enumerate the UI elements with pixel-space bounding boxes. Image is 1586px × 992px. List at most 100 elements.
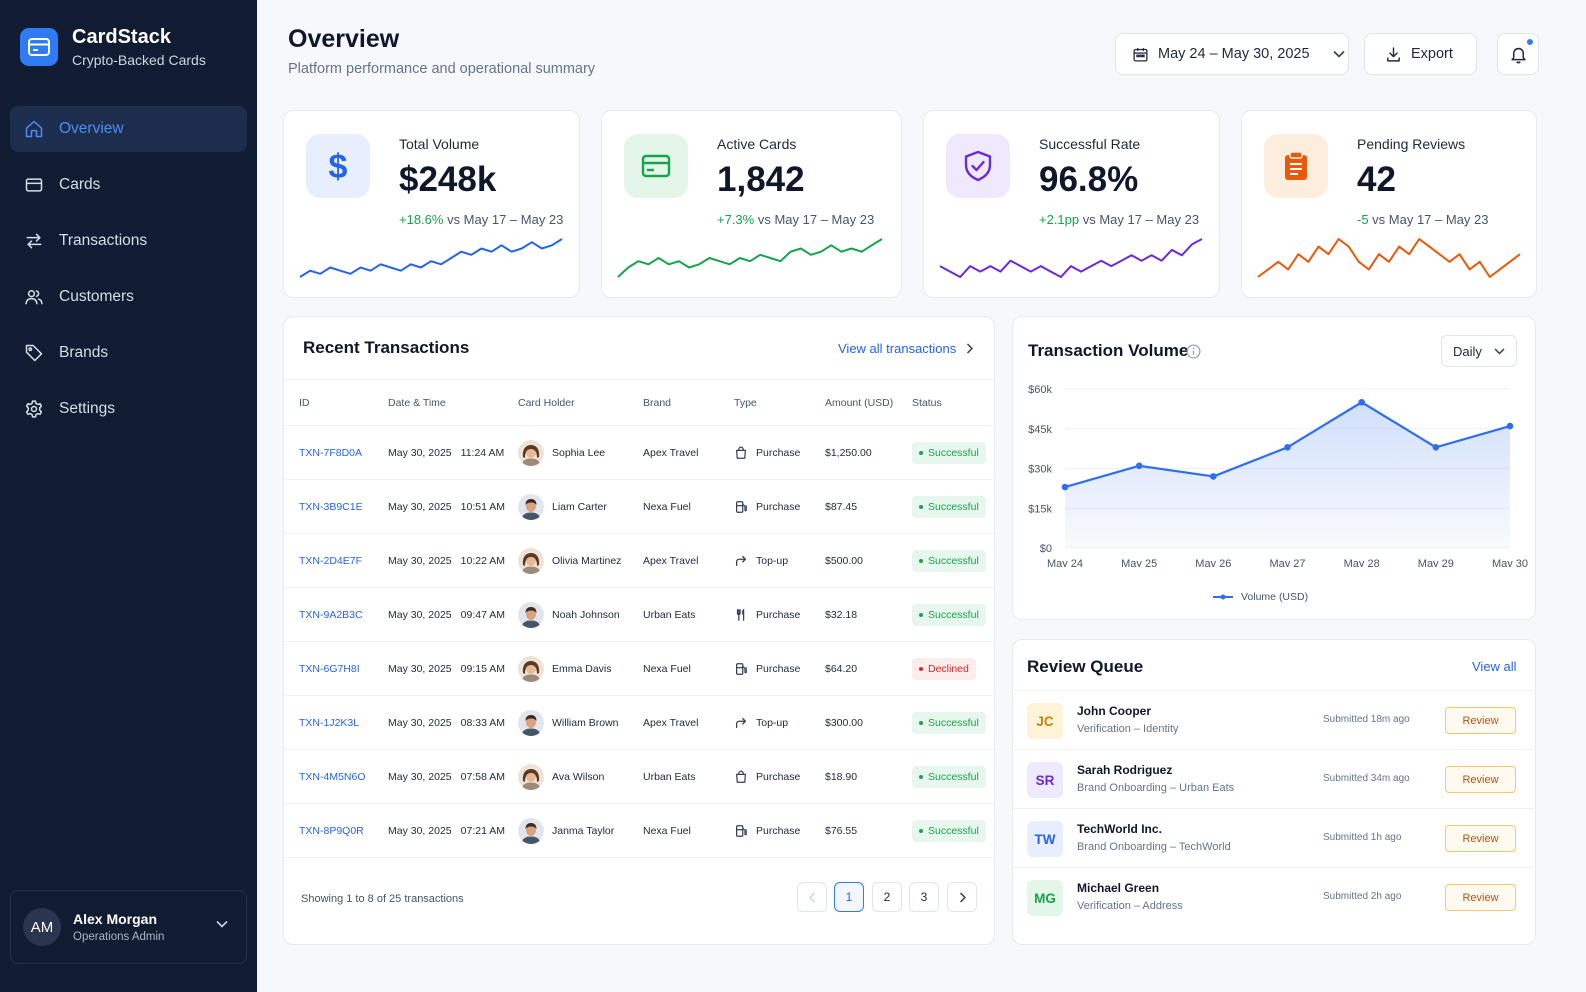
x-tick-label: May 28 [1344,558,1380,567]
transaction-amount: $87.45 [825,500,858,513]
avatar: SR [1027,762,1063,798]
transaction-id-link[interactable]: TXN-3B9C1E [299,500,363,513]
brand[interactable]: CardStack Crypto-Backed Cards [20,26,206,68]
transaction-type: Purchase [756,446,801,459]
period-select[interactable]: Daily [1441,335,1517,367]
table-header-row: ID Date & Time Card Holder Brand Type Am… [284,379,995,426]
review-item-type: Verification – Address [1077,900,1183,912]
recent-transactions-panel: Recent Transactions View all transaction… [283,316,995,945]
column-header-type[interactable]: Type [734,379,825,426]
page-subtitle: Platform performance and operational sum… [288,61,596,77]
x-tick-label: May 25 [1121,558,1157,567]
sidebar-item-settings[interactable]: Settings [10,386,247,432]
transaction-id-link[interactable]: TXN-2D4E7F [299,554,363,567]
transaction-time: 10:22 AM [460,554,506,567]
transaction-id-link[interactable]: TXN-6G7H8I [299,662,360,675]
status-badge: Successful [912,495,986,518]
transaction-date: May 30, 2025 [388,770,452,783]
transaction-time: 09:47 AM [460,608,506,621]
x-tick-label: May 24 [1047,558,1083,567]
status-badge: Declined [912,657,976,680]
transaction-id-link[interactable]: TXN-8P9Q0R [299,824,364,837]
table-row[interactable]: TXN-3B9C1E May 30, 2025 10:51 AM Liam Carte… [284,479,995,534]
transaction-id-link[interactable]: TXN-7F8D0A [299,446,363,459]
chevron-down-icon [1494,347,1505,355]
arrow-up-right-icon [735,555,747,566]
review-queue-item: SR Sarah Rodriguez Brand Onboarding – Urba… [1013,749,1536,808]
status-dot [919,612,923,617]
chevron-right-icon [959,891,966,903]
pagination-prev-button[interactable] [797,882,827,912]
user-menu[interactable]: AM Alex Morgan Operations Admin [10,890,247,964]
review-item-time: Submitted 2h ago [1323,891,1402,902]
pagination-page-3[interactable]: 3 [909,882,939,912]
table-row[interactable]: TXN-8P9Q0R May 30, 2025 07:21 AM Janma Tayl… [284,803,995,858]
brand-name: CardStack [72,26,171,48]
transaction-id-link[interactable]: TXN-9A2B3C [299,608,363,621]
y-tick-label: $0 [1040,543,1052,555]
review-button[interactable]: Review [1445,707,1516,734]
transaction-id-link[interactable]: TXN-1J2K3L [299,716,360,729]
notifications-button[interactable] [1497,33,1539,75]
date-range-picker[interactable]: May 24 – May 30, 2025 [1115,33,1349,75]
info-icon[interactable] [1186,344,1201,359]
column-header-brand[interactable]: Brand [643,379,734,426]
view-all-transactions-link[interactable]: View all transactions [838,341,974,356]
export-button[interactable]: Export [1364,33,1477,75]
sidebar-item-customers[interactable]: Customers [10,274,247,320]
table-row[interactable]: TXN-6G7H8I May 30, 2025 09:15 AM Emma Davis… [284,641,995,696]
pagination-page-2[interactable]: 2 [872,882,902,912]
column-header-date[interactable]: Date & Time [388,379,518,426]
table-row[interactable]: TXN-9A2B3C May 30, 2025 09:47 AM Noah Johns… [284,587,995,642]
review-button[interactable]: Review [1445,825,1516,852]
column-header-holder[interactable]: Card Holder [518,379,643,426]
status-dot [919,504,923,509]
view-all-reviews-link[interactable]: View all [1472,659,1517,674]
review-button[interactable]: Review [1445,766,1516,793]
bell-icon [1510,47,1526,63]
kpi-delta: +2.1pp vs May 17 – May 23 [1039,212,1199,227]
area-fill [1065,402,1510,548]
sidebar-item-cards[interactable]: Cards [10,162,247,208]
kpi-card-total-volume: $ Total Volume $248k +18.6% vs May 17 – … [283,110,580,298]
transaction-type: Top-up [756,716,789,729]
fuel-icon [736,824,747,837]
card-holder-name: Liam Carter [552,500,607,513]
table-row[interactable]: TXN-1J2K3L May 30, 2025 08:33 AM William Br… [284,695,995,750]
sidebar-item-brands[interactable]: Brands [10,330,247,376]
status-label: Successful [928,500,979,513]
column-header-status[interactable]: Status [912,379,995,426]
sparkline [1257,238,1521,278]
date-range-label: May 24 – May 30, 2025 [1158,46,1310,62]
pagination-next-button[interactable] [947,882,977,912]
review-queue-item: MG Michael Green Verification – Address Sub… [1013,867,1536,926]
avatar [518,709,544,736]
column-header-amount[interactable]: Amount (USD) [825,379,912,426]
kpi-card-pending-reviews: Pending Reviews 42 -5 vs May 17 – May 23 [1241,110,1537,298]
pagination-page-1[interactable]: 1 [834,882,864,912]
avatar: JC [1027,703,1063,739]
review-item-type: Brand Onboarding – Urban Eats [1077,782,1235,794]
avatar: AM [23,908,61,946]
table-row[interactable]: TXN-4M5N6O May 30, 2025 07:58 AM Ava Wilson… [284,749,995,804]
data-point [1358,398,1365,406]
sidebar-item-overview[interactable]: Overview [10,106,247,152]
calendar-icon [1133,47,1148,62]
status-label: Successful [928,824,979,837]
avatar [518,439,544,466]
review-item-name: TechWorld Inc. [1077,822,1162,836]
sidebar-item-transactions[interactable]: Transactions [10,218,247,264]
sidebar-item-label: Settings [59,400,116,417]
review-item-name: Michael Green [1077,881,1160,895]
review-button[interactable]: Review [1445,884,1516,911]
card-holder-name: Sophia Lee [552,446,606,459]
table-row[interactable]: TXN-7F8D0A May 30, 2025 11:24 AM Sophia Lee… [284,425,995,480]
review-item-type: Brand Onboarding – TechWorld [1077,841,1231,853]
table-row[interactable]: TXN-2D4E7F May 30, 2025 10:22 AM Olivia Mar… [284,533,995,588]
status-badge: Successful [912,711,986,734]
card-holder-name: William Brown [552,716,619,729]
column-header-id[interactable]: ID [284,379,388,426]
kpi-value: 96.8% [1039,160,1139,199]
transaction-id-link[interactable]: TXN-4M5N6O [299,770,366,783]
download-icon [1387,46,1400,62]
